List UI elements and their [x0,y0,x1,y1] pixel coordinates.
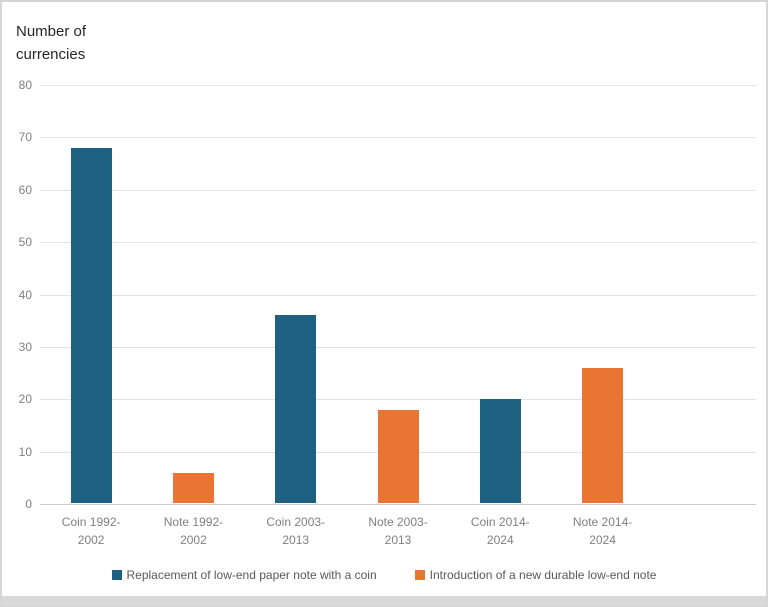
gridline-y-80 [40,85,756,86]
y-axis-tick-label-10: 10 [18,444,32,459]
chart-title: Number of currencies [16,23,87,63]
legend-swatch-coin-series [111,570,122,580]
bar-coin-1992-2002 [70,147,112,503]
gridline-y-70 [40,137,756,139]
x-axis-category-label-2: Note 1992-2002 [163,515,224,547]
plot-area: 0 10 20 30 40 50 60 70 80 [19,78,756,511]
y-axis-tick-label-60: 60 [18,182,32,197]
bar-note-2014-2024 [582,367,624,503]
bar-coin-2003-2013 [275,315,317,503]
x-axis-category-label-5: Coin 2014-2024 [470,515,530,547]
legend-label-note-series: Introduction of a new durable low-end no… [429,568,657,582]
y-axis-tick-label-50: 50 [18,235,32,250]
x-axis-category-label-6: Note 2014-2024 [572,515,633,547]
x-axis-category-label-1: Coin 1992-2002 [61,515,121,547]
gridline-y-20 [40,399,756,401]
y-axis-tick-label-30: 30 [18,339,32,354]
legend-label-coin-series: Replacement of low-end paper note with a… [126,568,377,582]
gridline-y-30 [40,346,756,348]
gridline-y-60 [40,189,756,191]
y-axis-tick-label-0: 0 [25,497,32,511]
y-axis-tick-label-40: 40 [18,287,32,302]
gridline-y-0 [40,504,756,505]
y-axis-tick-label-80: 80 [18,78,32,92]
gridline-y-40 [40,294,756,296]
bar-note-1992-2002 [172,472,214,503]
y-axis-tick-label-20: 20 [18,392,32,407]
bar-note-2003-2013 [377,409,419,503]
bar-coin-2014-2024 [479,399,521,503]
x-axis-category-label-3: Coin 2003-2013 [266,515,326,547]
legend-item-coin-series: Replacement of low-end paper note with a… [111,568,377,582]
legend: Replacement of low-end paper note with a… [2,568,766,582]
window-bottom-edge [2,596,766,605]
x-axis-category-label-4: Note 2003-2013 [368,515,428,547]
y-axis-tick-label-70: 70 [18,130,32,145]
legend-swatch-note-series [414,570,425,580]
gridline-y-50 [40,242,756,244]
legend-item-note-series: Introduction of a new durable low-end no… [414,568,657,582]
